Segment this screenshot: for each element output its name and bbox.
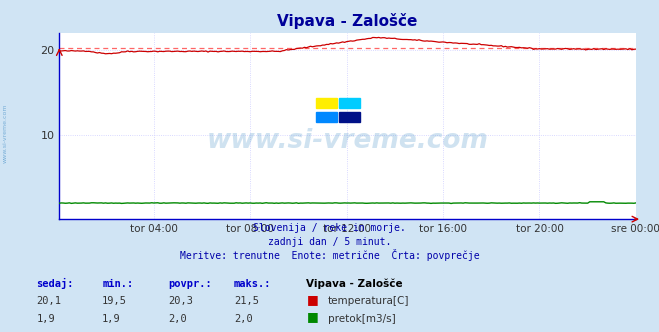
FancyBboxPatch shape — [339, 113, 360, 123]
FancyBboxPatch shape — [339, 98, 360, 108]
Text: www.si-vreme.com: www.si-vreme.com — [207, 128, 488, 154]
Text: Vipava - Zalošče: Vipava - Zalošče — [306, 279, 403, 289]
Text: Meritve: trenutne  Enote: metrične  Črta: povprečje: Meritve: trenutne Enote: metrične Črta: … — [180, 249, 479, 261]
Text: ■: ■ — [306, 310, 318, 323]
Text: pretok[m3/s]: pretok[m3/s] — [328, 314, 395, 324]
Text: sedaj:: sedaj: — [36, 278, 74, 289]
Text: 2,0: 2,0 — [168, 314, 186, 324]
Text: www.si-vreme.com: www.si-vreme.com — [3, 103, 8, 163]
Text: 2,0: 2,0 — [234, 314, 252, 324]
Text: 20,1: 20,1 — [36, 296, 61, 306]
Text: ■: ■ — [306, 293, 318, 306]
Text: 20,3: 20,3 — [168, 296, 193, 306]
Text: 1,9: 1,9 — [102, 314, 121, 324]
Text: 21,5: 21,5 — [234, 296, 259, 306]
Text: povpr.:: povpr.: — [168, 279, 212, 289]
FancyBboxPatch shape — [316, 113, 337, 123]
Text: 19,5: 19,5 — [102, 296, 127, 306]
Title: Vipava - Zalošče: Vipava - Zalošče — [277, 13, 418, 29]
Text: temperatura[C]: temperatura[C] — [328, 296, 409, 306]
Text: zadnji dan / 5 minut.: zadnji dan / 5 minut. — [268, 237, 391, 247]
Text: min.:: min.: — [102, 279, 133, 289]
FancyBboxPatch shape — [316, 98, 337, 108]
Text: maks.:: maks.: — [234, 279, 272, 289]
Text: 1,9: 1,9 — [36, 314, 55, 324]
Text: Slovenija / reke in morje.: Slovenija / reke in morje. — [253, 223, 406, 233]
